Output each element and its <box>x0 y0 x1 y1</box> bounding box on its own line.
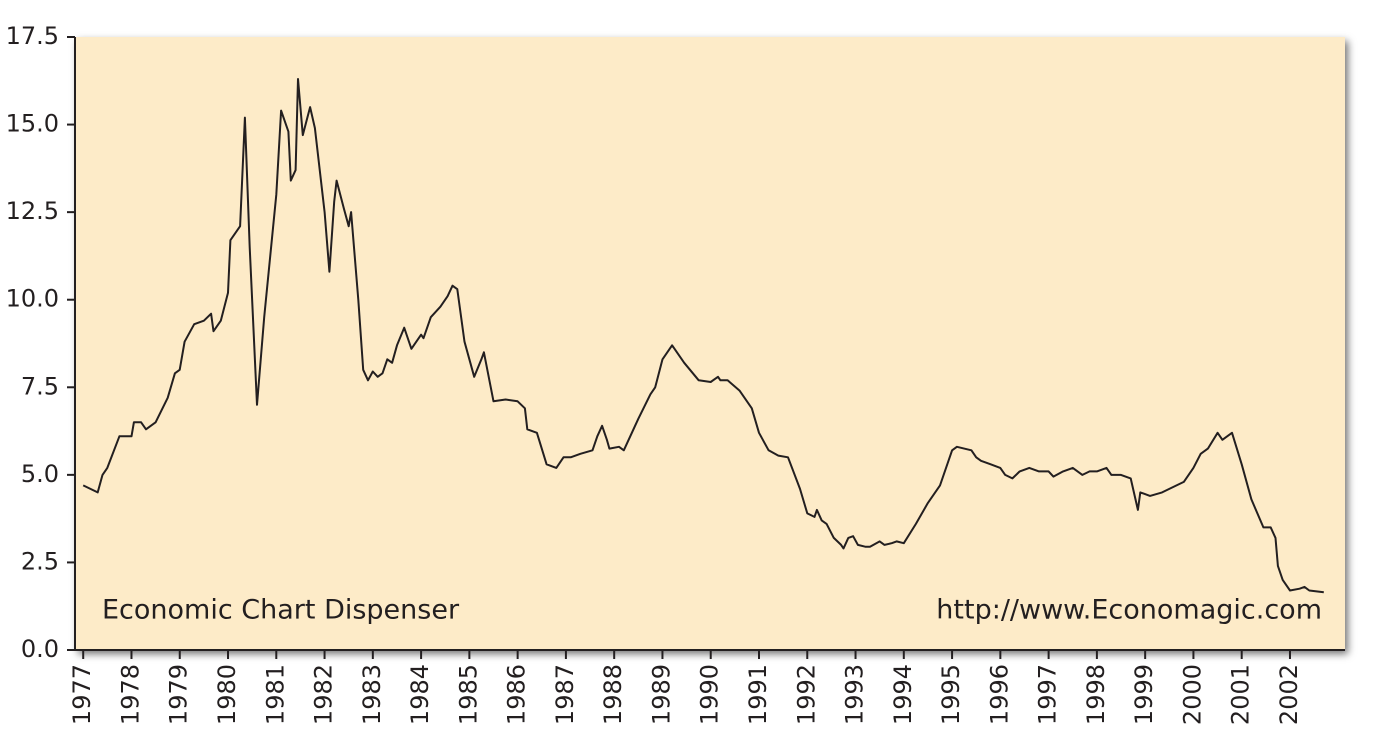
y-tick-label: 10.0 <box>6 285 59 313</box>
y-tick-label: 15.0 <box>6 110 59 138</box>
x-tick-label: 1992 <box>792 664 820 725</box>
y-tick-label: 2.5 <box>21 547 59 575</box>
x-tick-label: 1996 <box>985 664 1013 725</box>
x-tick-label: 1987 <box>551 664 579 725</box>
x-tick-label: 2000 <box>1178 664 1206 725</box>
x-tick-label: 1983 <box>358 664 386 725</box>
x-tick-label: 1997 <box>1034 664 1062 725</box>
x-tick-label: 1986 <box>503 664 531 725</box>
x-tick-label: 2001 <box>1227 664 1255 725</box>
line <box>82 78 1324 594</box>
x-tick-label: 1981 <box>261 664 289 725</box>
y-tick-label: 0.0 <box>21 635 59 663</box>
plot-background <box>75 37 1345 650</box>
x-tick-label: 1985 <box>454 664 482 725</box>
x-tick-label: 1991 <box>744 664 772 725</box>
x-tick-label: 1980 <box>213 664 241 725</box>
x-tick-label: 1995 <box>937 664 965 725</box>
x-tick-label: 1999 <box>1130 664 1158 725</box>
x-tick-label: 1993 <box>841 664 869 725</box>
y-tick-label: 5.0 <box>21 460 59 488</box>
x-tick-label: 1990 <box>696 664 724 725</box>
x-tick-label: 1989 <box>647 664 675 725</box>
x-tick-label: 2002 <box>1275 664 1303 725</box>
y-tick-label: 7.5 <box>21 372 59 400</box>
annotation: http://www.Economagic.com <box>936 595 1322 626</box>
x-tick-label: 1994 <box>889 664 917 725</box>
x-tick-label: 1984 <box>406 664 434 725</box>
x-tick-label: 1988 <box>599 664 627 725</box>
annotation: Economic Chart Dispenser <box>102 595 460 626</box>
x-tick-label: 1979 <box>165 664 193 725</box>
y-tick-label: 17.5 <box>6 22 59 50</box>
x-tick-label: 1982 <box>310 664 338 725</box>
x-tick-label: 1977 <box>68 664 96 725</box>
x-tick-label: 1998 <box>1082 664 1110 725</box>
y-tick-label: 12.5 <box>6 197 59 225</box>
x-tick-label: 1978 <box>116 664 144 725</box>
